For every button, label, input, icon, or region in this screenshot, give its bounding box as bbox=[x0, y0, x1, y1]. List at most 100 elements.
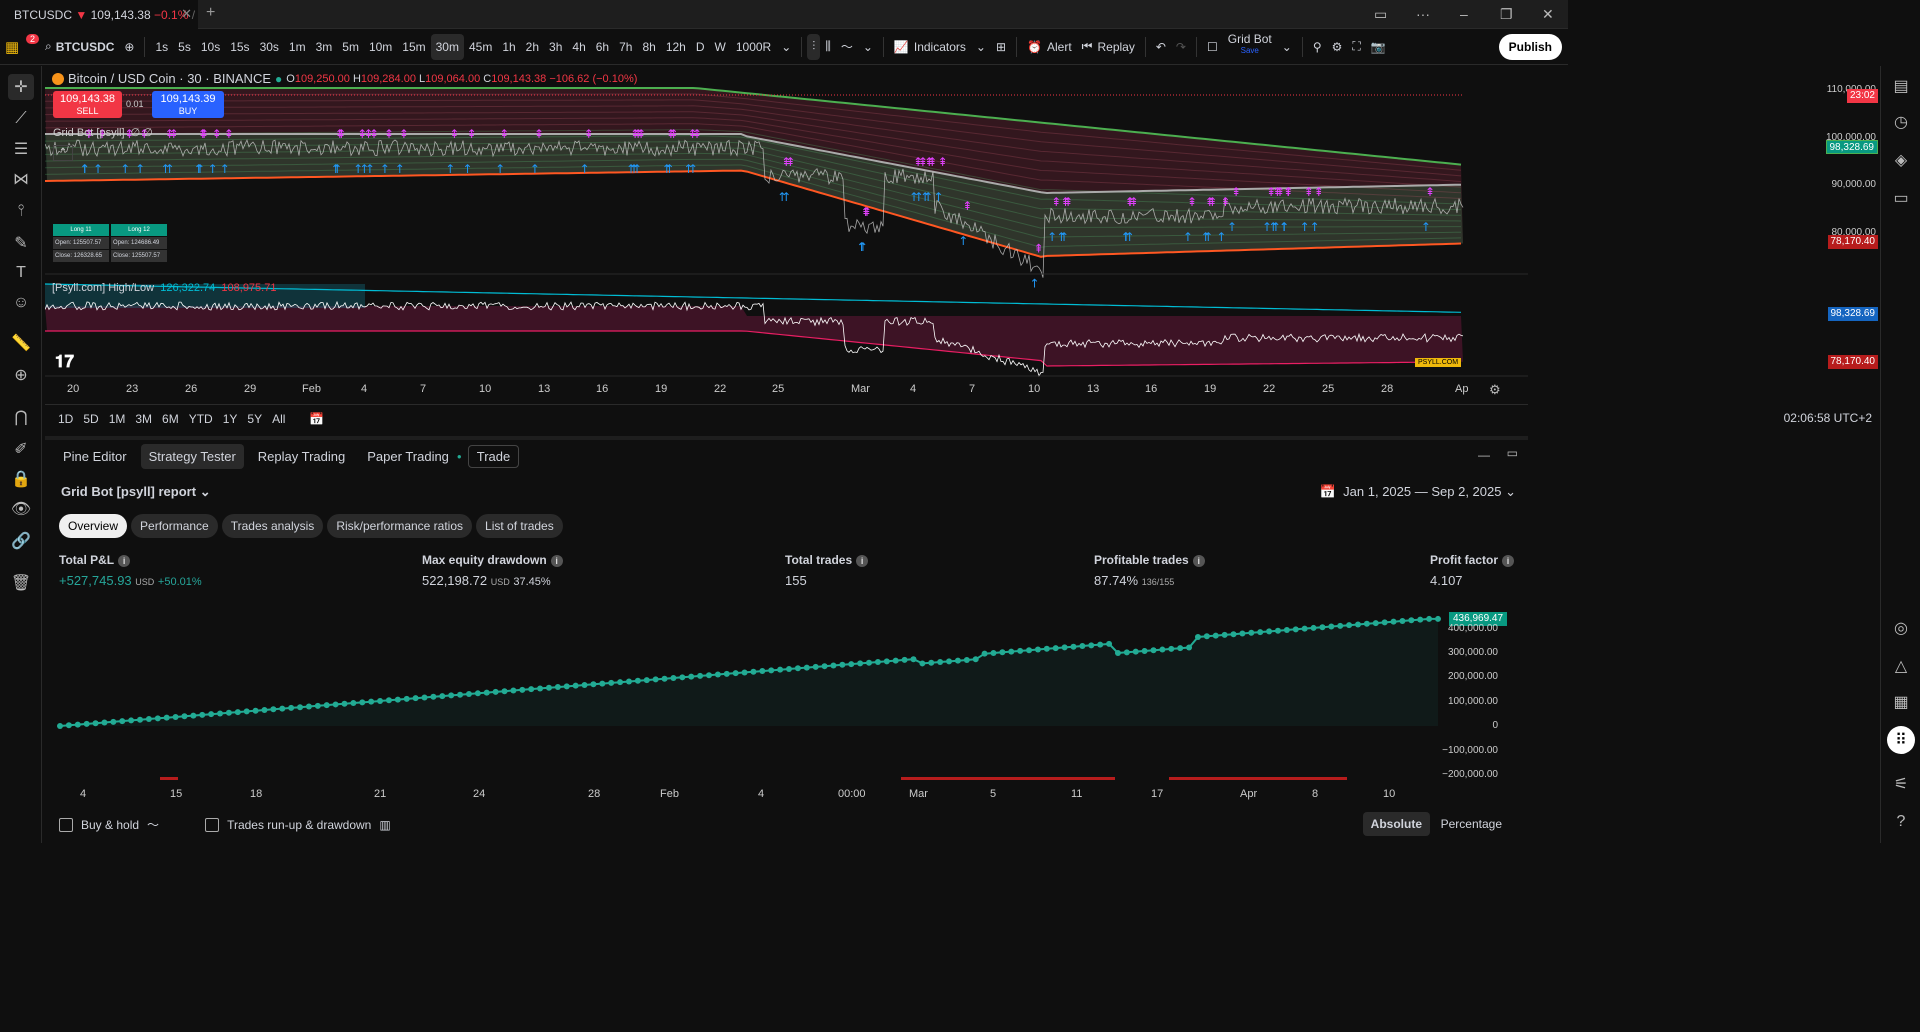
interval-1000R[interactable]: 1000R bbox=[735, 39, 772, 54]
text-tool-icon[interactable]: T bbox=[16, 264, 26, 281]
panel-tab-trade[interactable]: Trade bbox=[467, 444, 520, 468]
interval-3h[interactable]: 3h bbox=[549, 39, 563, 54]
interval-W[interactable]: W bbox=[714, 39, 726, 54]
brush-icon[interactable]: ✎ bbox=[14, 235, 28, 252]
alert-button[interactable]: ⏰ Alert bbox=[1022, 34, 1077, 60]
minimize-panel-icon[interactable]: — bbox=[1478, 448, 1490, 462]
buy-hold-checkbox[interactable] bbox=[59, 817, 73, 832]
eye-icon[interactable]: 👁 bbox=[10, 501, 32, 518]
candles-style-icon[interactable]: ⫶ bbox=[807, 33, 821, 60]
browser-tab[interactable]: BTCUSDC ▼ 109,143.38 −0.1% / ( ✕ bbox=[0, 0, 198, 29]
info-icon[interactable]: i bbox=[118, 555, 131, 567]
snapshot-camera-icon[interactable]: 📷 bbox=[1370, 39, 1386, 54]
interval-3m[interactable]: 3m bbox=[315, 39, 333, 54]
interval-1m[interactable]: 1m bbox=[288, 39, 306, 54]
collapse-legend-icon[interactable]: ⌃ bbox=[53, 145, 73, 161]
date-range-calendar-icon[interactable]: 📅 bbox=[309, 411, 325, 426]
subtab-overview[interactable]: Overview bbox=[59, 514, 128, 538]
calendar-icon[interactable]: ▦ bbox=[1893, 694, 1909, 711]
indicators-dropdown-icon[interactable]: ⌄ bbox=[975, 39, 986, 54]
chart-type-dropdown-icon[interactable]: ⌄ bbox=[862, 39, 873, 54]
forecast-icon[interactable]: ⫯ bbox=[17, 202, 25, 219]
watchlist-icon[interactable]: ▤ bbox=[1893, 78, 1909, 95]
maximize-panel-icon[interactable]: ▭ bbox=[1506, 446, 1518, 460]
layout-square-icon[interactable]: ☐ bbox=[1206, 39, 1218, 54]
range-1M[interactable]: 1M bbox=[108, 411, 126, 426]
symbol-search-button[interactable]: ⌕ BTCUSDC bbox=[40, 34, 119, 60]
screen-icon[interactable]: ▭ bbox=[1374, 6, 1388, 22]
absolute-toggle[interactable]: Absolute bbox=[1362, 812, 1430, 836]
replay-button[interactable]: ⏮ Replay bbox=[1077, 34, 1140, 60]
report-selector[interactable]: Grid Bot [psyll] report ⌄ bbox=[61, 484, 211, 500]
info-icon[interactable]: i bbox=[550, 555, 563, 567]
quick-search-icon[interactable]: ⚲ bbox=[1312, 39, 1322, 54]
close-tab-icon[interactable]: ✕ bbox=[181, 6, 192, 21]
fib-retracement-icon[interactable]: ☰ bbox=[13, 141, 29, 158]
interval-10m[interactable]: 10m bbox=[368, 39, 393, 54]
interval-7h[interactable]: 7h bbox=[619, 39, 633, 54]
line-style-icon[interactable]: 〜 bbox=[840, 40, 853, 54]
signal-icon[interactable]: ⚟ bbox=[1893, 776, 1909, 793]
range-3M[interactable]: 3M bbox=[135, 411, 153, 426]
range-YTD[interactable]: YTD bbox=[188, 411, 213, 426]
range-6M[interactable]: 6M bbox=[162, 411, 179, 426]
lock-icon[interactable]: 🔒 bbox=[11, 471, 31, 488]
compare-symbol-icon[interactable]: ⊕ bbox=[124, 39, 135, 54]
magnet-icon[interactable]: ⋂ bbox=[14, 409, 28, 426]
indicator-legend[interactable]: Grid Bot [psyll] ∅ ∅ bbox=[53, 126, 153, 139]
target-icon[interactable]: ◎ bbox=[1894, 620, 1908, 637]
date-range-selector[interactable]: 📅 Jan 1, 2025 — Sep 2, 2025 ⌄ bbox=[1320, 484, 1516, 500]
interval-45m[interactable]: 45m bbox=[468, 39, 493, 54]
templates-icon[interactable]: ⊞ bbox=[995, 39, 1007, 54]
panel-tab-pine-editor[interactable]: Pine Editor bbox=[63, 448, 127, 464]
interval-5m[interactable]: 5m bbox=[342, 39, 359, 54]
minimize-icon[interactable]: – bbox=[1460, 6, 1468, 22]
range-1Y[interactable]: 1Y bbox=[222, 411, 238, 426]
indicators-button[interactable]: 📈 Indicators bbox=[889, 34, 971, 60]
panel-tab-paper-trading[interactable]: Paper Trading bbox=[367, 448, 449, 464]
subtab-performance[interactable]: Performance bbox=[131, 514, 218, 538]
emoji-icon[interactable]: ☺ bbox=[12, 294, 30, 311]
interval-5s[interactable]: 5s bbox=[178, 39, 191, 54]
crosshair-icon[interactable]: ✛ bbox=[8, 74, 34, 100]
range-5Y[interactable]: 5Y bbox=[247, 411, 263, 426]
interval-6h[interactable]: 6h bbox=[595, 39, 610, 54]
interval-15m[interactable]: 15m bbox=[402, 39, 426, 54]
info-icon[interactable]: i bbox=[1192, 555, 1205, 567]
chart-canvas[interactable]: ↑ ⇞ ↑ ⇞ ↑ ⇞ ↑ ⇞ ↑ ⇞ ↑ ⇞ ↑ ⇞ ↑ ⇞ ↑ ⇞ ↑ ⇞ ↑ ⇞ ↑ ⇞ ↑ ⇞ ↑ ⇞ ↑ ⇞ ↑ ⇞ ↑ ⇞ ↑ ⇞ ↑ ⇞ ↑ ⇞… bbox=[44, 66, 1528, 404]
undo-icon[interactable]: ↶ bbox=[1155, 39, 1166, 54]
interval-15s[interactable]: 15s bbox=[230, 39, 250, 54]
publish-button[interactable]: Publish bbox=[1498, 34, 1562, 60]
subtab-list-of-trades[interactable]: List of trades bbox=[476, 514, 563, 538]
more-icon[interactable]: ··· bbox=[1416, 6, 1430, 22]
layout-name-button[interactable]: Grid Bot Save bbox=[1223, 33, 1277, 60]
chart-settings-gear-icon[interactable]: ⚙ bbox=[1489, 382, 1501, 397]
percentage-toggle[interactable]: Percentage bbox=[1440, 817, 1502, 831]
trend-line-icon[interactable]: ⟋ bbox=[15, 110, 27, 127]
range-5D[interactable]: 5D bbox=[83, 411, 99, 426]
interval-8h[interactable]: 8h bbox=[642, 39, 656, 54]
settings-gear-icon[interactable]: ⚙ bbox=[1331, 39, 1343, 54]
chat-icon[interactable]: ▭ bbox=[1893, 190, 1909, 207]
interval-30m[interactable]: 30m bbox=[430, 33, 464, 60]
interval-2h[interactable]: 2h bbox=[525, 39, 540, 54]
alerts-clock-icon[interactable]: ◷ bbox=[1894, 114, 1908, 131]
price-chart[interactable]: ↑ ⇞ ↑ ⇞ ↑ ⇞ ↑ ⇞ ↑ ⇞ ↑ ⇞ ↑ ⇞ ↑ ⇞ ↑ ⇞ ↑ ⇞ ↑ ⇞ ↑ ⇞ ↑ ⇞ ↑ ⇞ ↑ ⇞ ↑ ⇞ ↑ ⇞ ↑ ⇞ ↑ ⇞ ↑ ⇞… bbox=[44, 66, 1528, 404]
stay-drawing-icon[interactable]: ✐ bbox=[14, 441, 28, 458]
new-tab-icon[interactable]: + bbox=[206, 4, 216, 21]
screener-icon[interactable]: △ bbox=[1894, 658, 1908, 675]
fullscreen-icon[interactable]: ⛶ bbox=[1352, 39, 1361, 53]
info-icon[interactable]: i bbox=[1502, 555, 1515, 567]
subtab-trades-analysis[interactable]: Trades analysis bbox=[221, 514, 324, 538]
subtab-risk-performance-ratios[interactable]: Risk/performance ratios bbox=[327, 514, 473, 538]
trash-icon[interactable]: 🗑 bbox=[10, 575, 32, 592]
pattern-icon[interactable]: ⋈ bbox=[13, 171, 29, 188]
layout-dropdown-icon[interactable]: ⌄ bbox=[1281, 39, 1292, 54]
equity-chart[interactable] bbox=[45, 600, 1528, 810]
interval-D[interactable]: D bbox=[695, 39, 705, 54]
restore-icon[interactable]: ❐ bbox=[1500, 6, 1513, 22]
indicator2-legend[interactable]: [Psyll.com] High/Low 126,322.74 108,975.… bbox=[52, 282, 276, 294]
interval-30s[interactable]: 30s bbox=[259, 39, 279, 54]
redo-icon[interactable]: ↷ bbox=[1175, 39, 1186, 54]
sell-button[interactable]: 109,143.38 SELL bbox=[53, 91, 122, 118]
